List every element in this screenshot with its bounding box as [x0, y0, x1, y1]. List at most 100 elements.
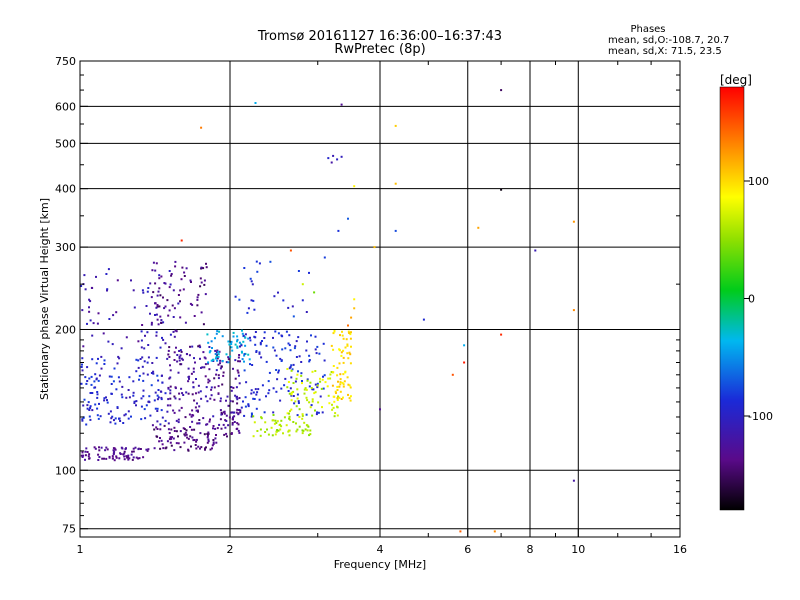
data-point: [164, 419, 167, 422]
data-point: [214, 337, 216, 340]
data-point: [178, 359, 181, 362]
data-point: [290, 408, 293, 411]
data-point: [284, 347, 287, 350]
data-point: [127, 389, 130, 391]
data-point: [161, 374, 163, 377]
data-point: [224, 426, 227, 429]
data-point: [85, 447, 88, 450]
data-point: [177, 442, 180, 445]
data-point: [86, 380, 89, 382]
data-point: [187, 376, 190, 378]
data-point: [319, 377, 321, 380]
data-point: [272, 414, 275, 416]
data-point: [294, 380, 297, 383]
data-point: [243, 353, 246, 356]
data-point: [296, 388, 299, 391]
data-point: [238, 409, 241, 411]
data-point: [297, 336, 300, 339]
data-point: [154, 314, 156, 316]
data-point: [211, 347, 213, 349]
data-point: [154, 302, 156, 305]
data-point: [379, 408, 381, 411]
data-point: [117, 376, 120, 379]
data-point: [227, 361, 230, 364]
data-point: [88, 298, 91, 301]
data-point: [316, 382, 319, 385]
data-point: [114, 448, 117, 451]
data-point: [83, 398, 86, 401]
data-point: [308, 354, 311, 357]
data-point: [290, 399, 293, 402]
data-point: [275, 421, 278, 424]
data-point: [152, 261, 155, 264]
data-point: [200, 311, 203, 314]
data-point: [176, 354, 179, 356]
data-point: [147, 287, 150, 289]
data-point: [110, 417, 113, 420]
data-point: [222, 371, 225, 374]
data-point: [101, 457, 104, 460]
data-point: [308, 401, 311, 404]
data-point: [286, 368, 289, 370]
data-point: [237, 356, 240, 359]
data-point: [219, 409, 222, 412]
data-point: [349, 386, 352, 389]
data-point: [81, 456, 84, 458]
data-point: [197, 293, 200, 296]
data-point: [295, 422, 297, 425]
data-point: [184, 434, 187, 437]
data-point: [204, 293, 207, 296]
data-point: [209, 350, 212, 352]
data-point: [204, 363, 207, 366]
data-point: [217, 385, 220, 388]
data-point: [288, 367, 291, 370]
data-point: [195, 440, 198, 443]
data-point: [169, 283, 172, 286]
data-point: [131, 458, 134, 461]
data-point: [128, 457, 131, 460]
data-point: [179, 430, 182, 433]
data-point: [211, 444, 214, 447]
data-point: [139, 358, 142, 360]
data-point: [238, 431, 241, 434]
data-point: [86, 366, 89, 369]
data-point: [137, 448, 140, 451]
data-point: [247, 307, 250, 310]
data-point: [273, 422, 276, 425]
data-point: [290, 391, 293, 394]
data-point: [97, 379, 100, 382]
data-point: [130, 453, 133, 456]
data-point: [336, 397, 339, 400]
data-point: [215, 357, 217, 360]
data-point: [342, 396, 344, 399]
data-point: [477, 226, 480, 229]
data-point: [300, 374, 303, 377]
data-point: [338, 396, 341, 399]
data-point: [174, 329, 177, 332]
y-tick-label: 100: [55, 464, 76, 477]
data-point: [285, 330, 288, 333]
data-point: [125, 396, 128, 399]
data-point: [353, 307, 356, 310]
data-point: [208, 346, 211, 348]
data-point: [250, 280, 253, 283]
data-point: [314, 348, 317, 351]
data-point: [236, 346, 239, 349]
data-point: [94, 403, 97, 406]
data-point: [135, 456, 138, 459]
data-point: [339, 390, 342, 393]
data-point: [197, 384, 200, 387]
data-point: [187, 367, 190, 370]
data-point: [206, 400, 209, 403]
data-point: [150, 321, 153, 324]
data-point: [161, 416, 164, 419]
data-point: [312, 388, 315, 391]
data-point: [97, 453, 100, 456]
data-point: [254, 331, 257, 333]
data-point: [123, 458, 126, 461]
data-point: [221, 383, 224, 386]
data-point: [277, 369, 280, 372]
data-point: [141, 289, 144, 292]
data-point: [82, 454, 85, 457]
data-point: [207, 362, 209, 365]
